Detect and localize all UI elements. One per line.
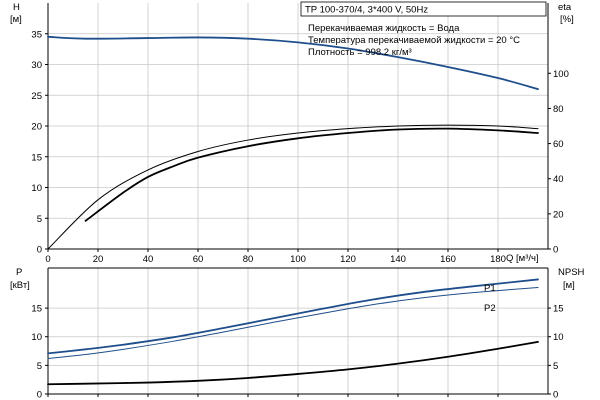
chart-title: TP 100-370/4, 3*400 V, 50Hz xyxy=(305,5,428,16)
x-tick-label: 20 xyxy=(93,254,104,265)
x-tick-label: 180 xyxy=(490,254,506,265)
right-tick-label: 5 xyxy=(553,361,558,372)
bottom-left-axis-title: P xyxy=(16,267,22,278)
left-tick-label: 15 xyxy=(31,304,42,315)
left-tick-label: 35 xyxy=(31,29,42,40)
series-layer xyxy=(47,35,539,386)
x-tick-label: 0 xyxy=(45,254,50,265)
left-tick-label: 5 xyxy=(37,361,42,372)
series-line-bottom-0 xyxy=(47,278,539,355)
series-line-top-1 xyxy=(84,127,539,222)
title-box xyxy=(300,1,547,17)
series-label-p2: P2 xyxy=(484,303,496,314)
top-left-axis-unit: [м] xyxy=(10,14,22,25)
x-tick-label: 100 xyxy=(290,254,306,265)
series-line-bottom-1 xyxy=(47,286,539,359)
left-tick-label: 20 xyxy=(31,122,42,133)
right-tick-label: 40 xyxy=(553,174,564,185)
x-tick-label: 60 xyxy=(193,254,204,265)
x-tick-label: 120 xyxy=(340,254,356,265)
top-x-axis-title: Q [м³/ч] xyxy=(506,253,539,264)
grid-layer xyxy=(48,3,548,394)
right-tick-label: 20 xyxy=(553,209,564,220)
left-tick-label: 10 xyxy=(31,183,42,194)
left-tick-label: 10 xyxy=(31,332,42,343)
left-tick-label: 0 xyxy=(37,390,42,400)
x-tick-label: 40 xyxy=(143,254,154,265)
left-tick-label: 15 xyxy=(31,152,42,163)
x-tick-label: 140 xyxy=(390,254,406,265)
axes-layer xyxy=(45,3,551,397)
x-tick-label: 160 xyxy=(440,254,456,265)
right-tick-label: 100 xyxy=(553,69,569,80)
bottom-left-axis-unit: [кВт] xyxy=(10,280,30,291)
info-line-temperature: Температура перекачиваемой жидкости = 20… xyxy=(308,35,520,46)
info-line-liquid: Перекачиваемая жидкость = Вода xyxy=(308,23,460,34)
right-tick-label: 15 xyxy=(553,304,564,315)
top-right-axis-title: eta xyxy=(558,2,572,13)
info-line-density: Плотность = 998.2 кг/м³ xyxy=(308,47,412,58)
right-tick-label: 0 xyxy=(553,390,558,400)
top-right-axis-unit: [%] xyxy=(560,14,574,25)
left-tick-label: 30 xyxy=(31,60,42,71)
series-label-p1: P1 xyxy=(484,283,496,294)
right-tick-label: 10 xyxy=(553,332,564,343)
series-line-top-2 xyxy=(47,124,539,250)
right-tick-label: 0 xyxy=(553,245,558,256)
bottom-right-axis-unit: [м] xyxy=(563,280,575,291)
left-tick-label: 25 xyxy=(31,91,42,102)
bottom-right-axis-title: NPSH xyxy=(558,267,585,278)
series-line-top-0 xyxy=(47,35,539,90)
right-tick-label: 80 xyxy=(553,104,564,115)
x-tick-label: 80 xyxy=(243,254,254,265)
top-left-axis-title: H xyxy=(13,2,20,13)
left-tick-label: 0 xyxy=(37,245,42,256)
left-tick-label: 5 xyxy=(37,214,42,225)
right-tick-label: 60 xyxy=(553,139,564,150)
series-line-bottom-2 xyxy=(47,340,539,386)
